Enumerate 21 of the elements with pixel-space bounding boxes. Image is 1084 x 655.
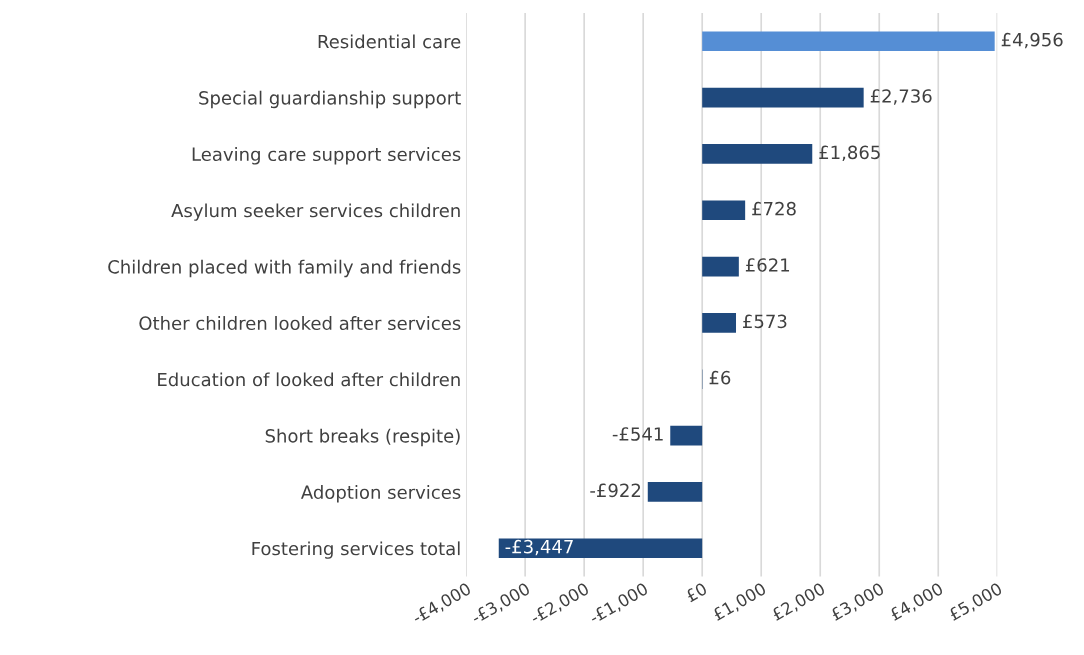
y-tick-label: Short breaks (respite) — [265, 428, 460, 447]
y-tick-label: Children placed with family and friends — [108, 259, 461, 278]
data-label: £4,956 — [1001, 32, 1063, 49]
y-tick-label: Leaving care support services — [192, 147, 461, 165]
data-label: -£541 — [612, 427, 663, 441]
x-tick-label: £0 — [684, 582, 708, 603]
data-label: £1,865 — [819, 145, 880, 162]
y-tick-label: Special guardianship support — [199, 90, 461, 109]
y-tick-label: Other children looked after services — [139, 316, 461, 331]
data-label: £573 — [743, 314, 787, 329]
data-label: £728 — [752, 201, 796, 216]
data-label: £2,736 — [870, 89, 932, 105]
data-label: £6 — [709, 370, 731, 385]
data-label: -£3,447 — [505, 539, 573, 556]
data-label: £621 — [745, 258, 790, 272]
y-tick-label: Residential care — [318, 34, 461, 49]
y-tick-label: Fostering services total — [252, 541, 460, 559]
data-label: -£922 — [590, 483, 641, 498]
y-tick-label: Asylum seeker services children — [171, 203, 460, 221]
y-tick-label: Education of looked after children — [158, 372, 460, 387]
y-tick-label: Adoption services — [300, 485, 461, 503]
